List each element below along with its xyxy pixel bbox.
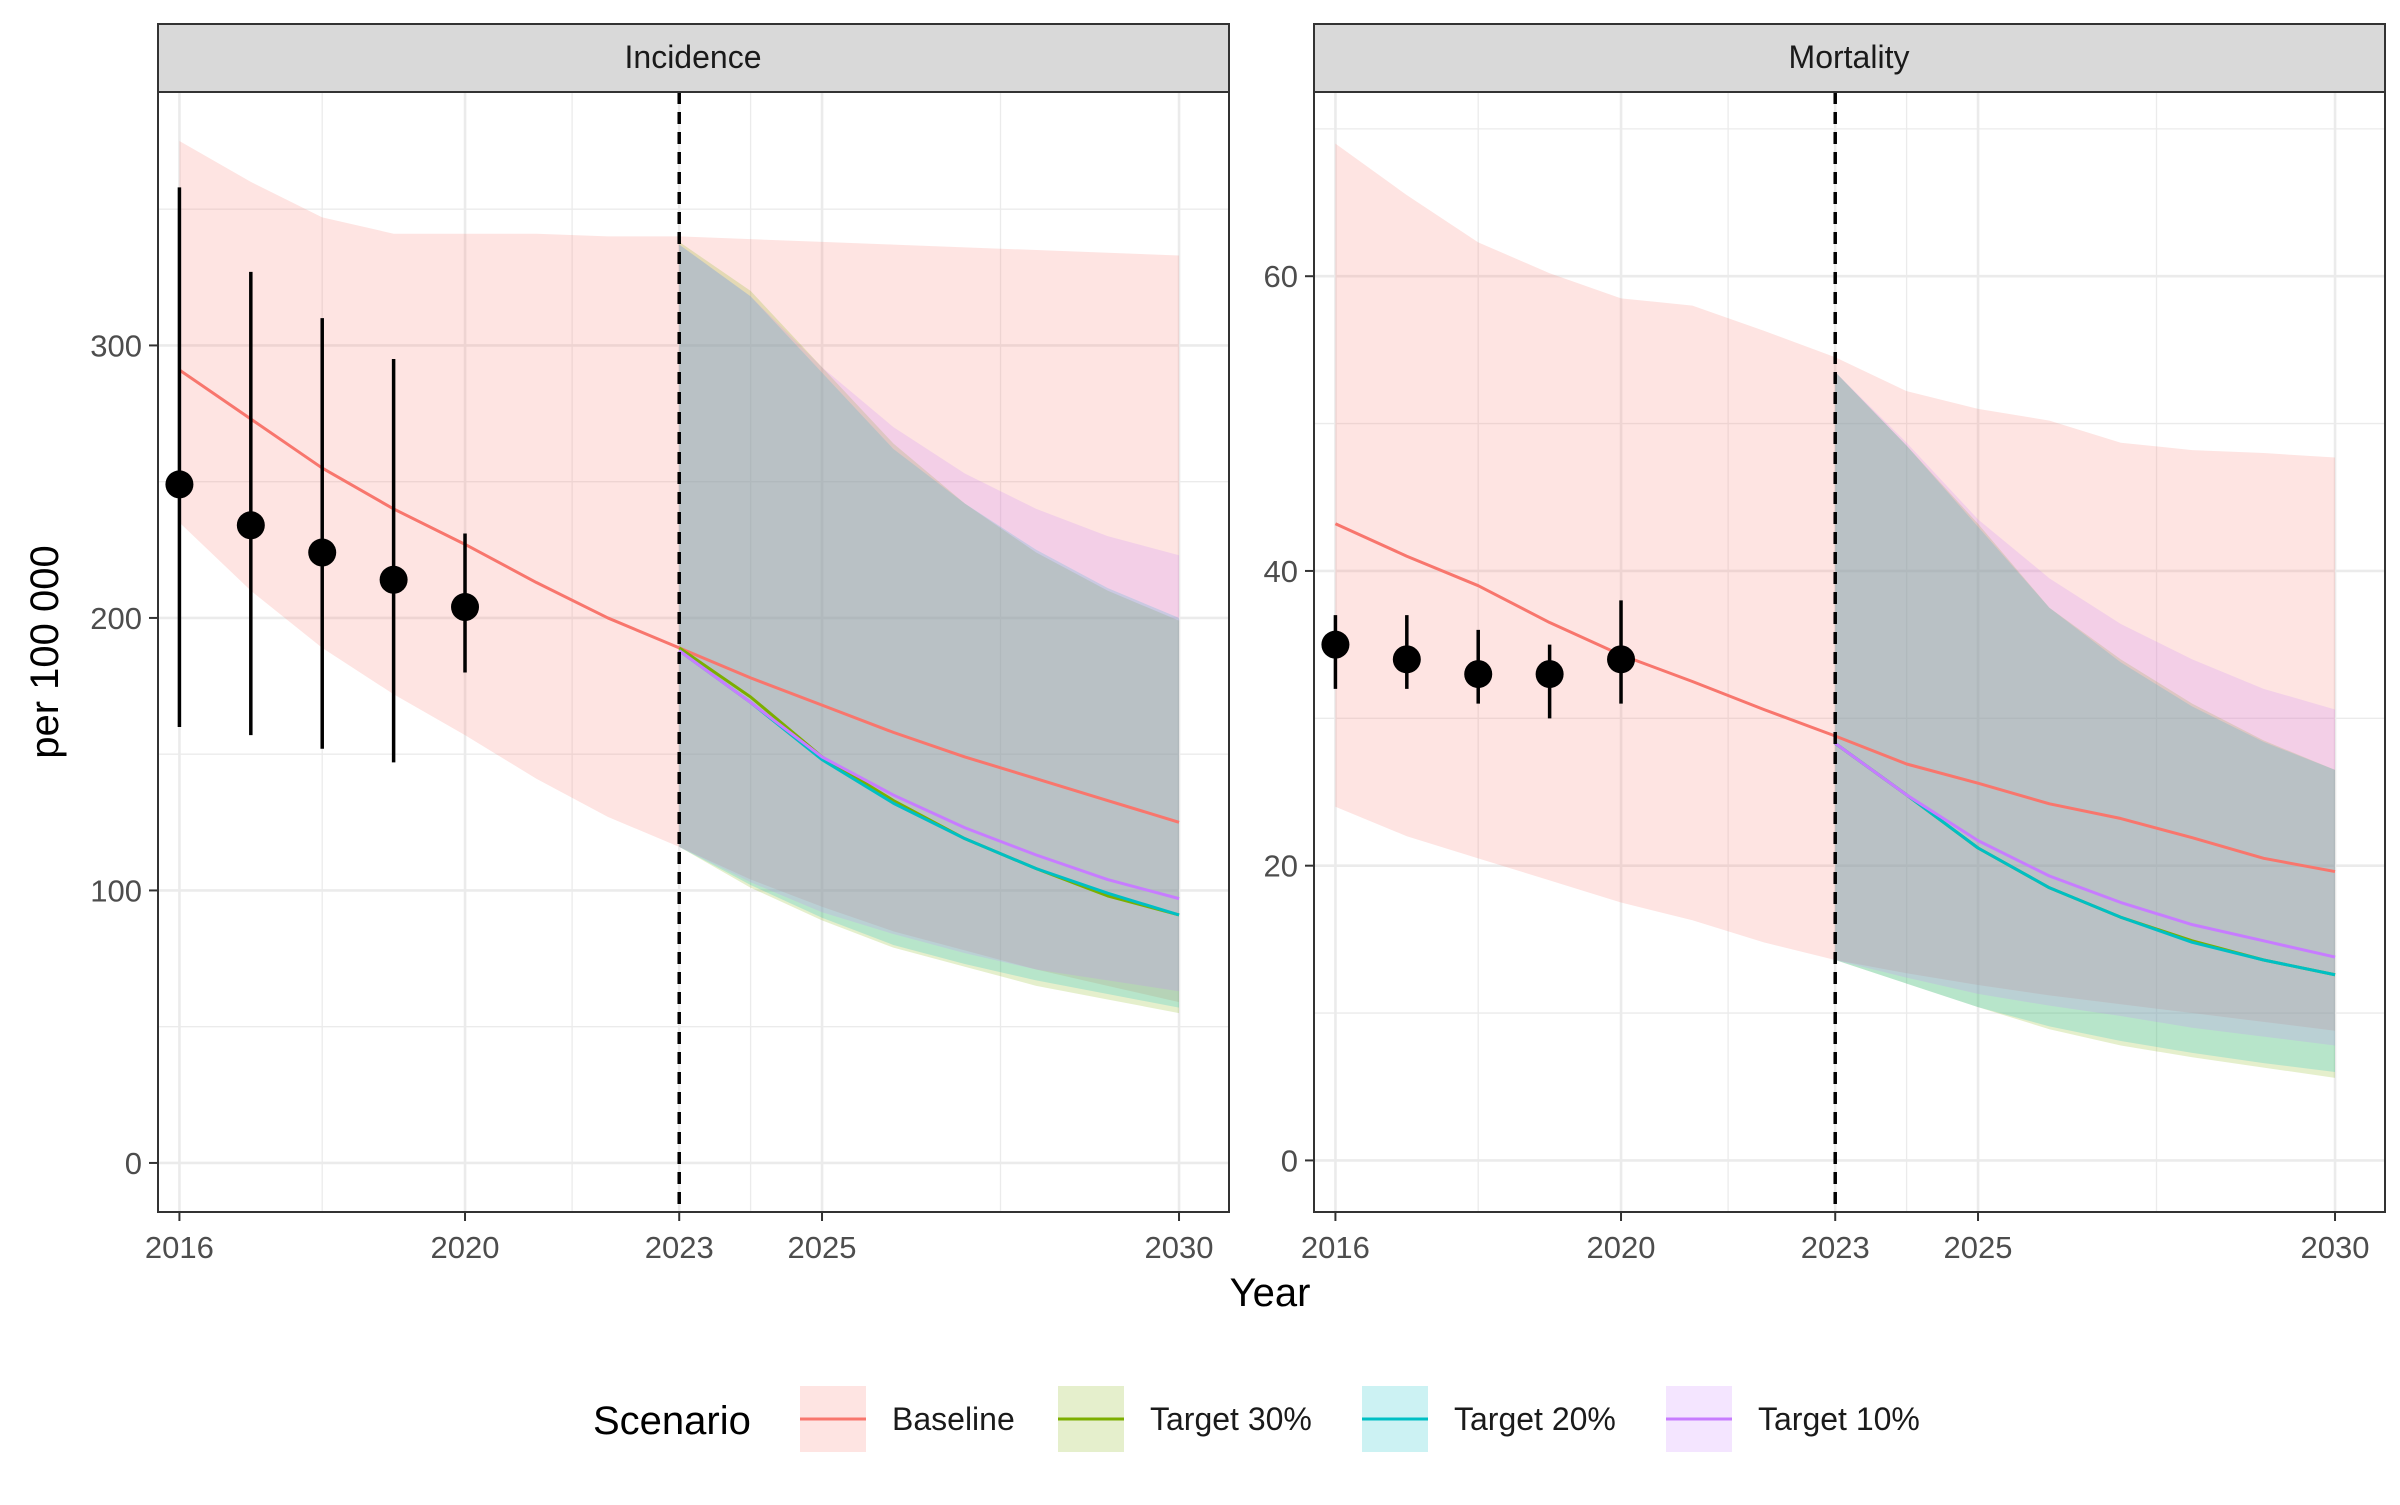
facet-title-mortality: Mortality	[1789, 39, 1910, 75]
incidence-x-tick-label: 2016	[145, 1230, 214, 1265]
mortality-x-tick-label: 2025	[1944, 1230, 2013, 1265]
mortality-x-tick-label: 2020	[1587, 1230, 1656, 1265]
x-axis-title: Year	[1230, 1271, 1311, 1315]
mortality-y-tick-label: 60	[1264, 259, 1298, 294]
incidence-y-tick-label: 300	[90, 328, 142, 363]
mortality-observed-point	[1607, 645, 1636, 674]
incidence-plot-area	[158, 92, 1229, 1212]
mortality-ribbon-target-10	[1835, 372, 2336, 1046]
incidence-x-tick-label: 2023	[645, 1230, 714, 1265]
incidence-observed-point	[308, 538, 337, 567]
legend-item-target-30: Target 30%	[1058, 1386, 1312, 1452]
y-axis-title: per 100 000	[23, 545, 67, 759]
incidence-y-tick-label: 100	[90, 873, 142, 908]
incidence-y-tick-label: 200	[90, 601, 142, 636]
incidence-observed-point	[236, 511, 265, 540]
legend: Scenario Baseline Target 30% Target 20% …	[593, 1386, 1920, 1452]
incidence-ribbon-target-10	[679, 244, 1180, 992]
mortality-ribbon-target-30	[1835, 372, 2336, 1078]
mortality-panel-border	[1313, 91, 2386, 1213]
incidence-observed-point	[379, 565, 408, 594]
facet-title-incidence: Incidence	[625, 39, 762, 75]
legend-label-target-10: Target 10%	[1758, 1401, 1920, 1437]
incidence-panel-border	[157, 91, 1230, 1213]
incidence-x-tick-label: 2030	[1145, 1230, 1214, 1265]
mortality-ribbon-baseline	[1335, 143, 2336, 1031]
incidence-line-target-10	[678, 649, 1180, 901]
mortality-observed-point	[1392, 645, 1421, 674]
mortality-line-target-10	[1834, 742, 2336, 959]
mortality-observed-point	[1464, 660, 1493, 689]
legend-title: Scenario	[593, 1399, 751, 1443]
facet-strip-mortality: Mortality	[1313, 23, 2386, 93]
incidence-x-tick-label: 2020	[431, 1230, 500, 1265]
facet-strip-incidence: Incidence	[157, 23, 1230, 93]
mortality-x-tick-label: 2016	[1301, 1230, 1370, 1265]
incidence-ribbon-target-20	[679, 244, 1180, 1008]
panel-mortality: 0 20 40 60 2016 2020 2023 2025 2030	[1264, 91, 2386, 1265]
mortality-plot-area	[1314, 92, 2385, 1212]
legend-item-target-10: Target 10%	[1666, 1386, 1920, 1452]
legend-label-target-20: Target 20%	[1454, 1401, 1616, 1437]
mortality-y-tick-label: 20	[1264, 849, 1298, 884]
mortality-ribbon-target-20	[1835, 372, 2336, 1072]
legend-item-target-20: Target 20%	[1362, 1386, 1616, 1452]
panel-incidence: 0 100 200 300 2016 2020 2023 2025 2030	[90, 91, 1230, 1265]
legend-item-baseline: Baseline	[800, 1386, 1015, 1452]
legend-label-target-30: Target 30%	[1150, 1401, 1312, 1437]
incidence-observed-point	[165, 470, 194, 499]
mortality-observed-point	[1321, 630, 1350, 659]
mortality-x-tick-label: 2023	[1801, 1230, 1870, 1265]
legend-label-baseline: Baseline	[892, 1401, 1015, 1437]
incidence-y-tick-label: 0	[125, 1146, 142, 1181]
incidence-ribbon-baseline	[179, 141, 1180, 1003]
incidence-x-tick-label: 2025	[788, 1230, 857, 1265]
incidence-observed-point	[451, 593, 480, 622]
mortality-observed-point	[1535, 660, 1564, 689]
mortality-y-tick-label: 0	[1281, 1143, 1298, 1178]
mortality-y-tick-label: 40	[1264, 554, 1298, 589]
incidence-ribbon-target-30	[679, 241, 1180, 1014]
mortality-x-tick-label: 2030	[2301, 1230, 2370, 1265]
